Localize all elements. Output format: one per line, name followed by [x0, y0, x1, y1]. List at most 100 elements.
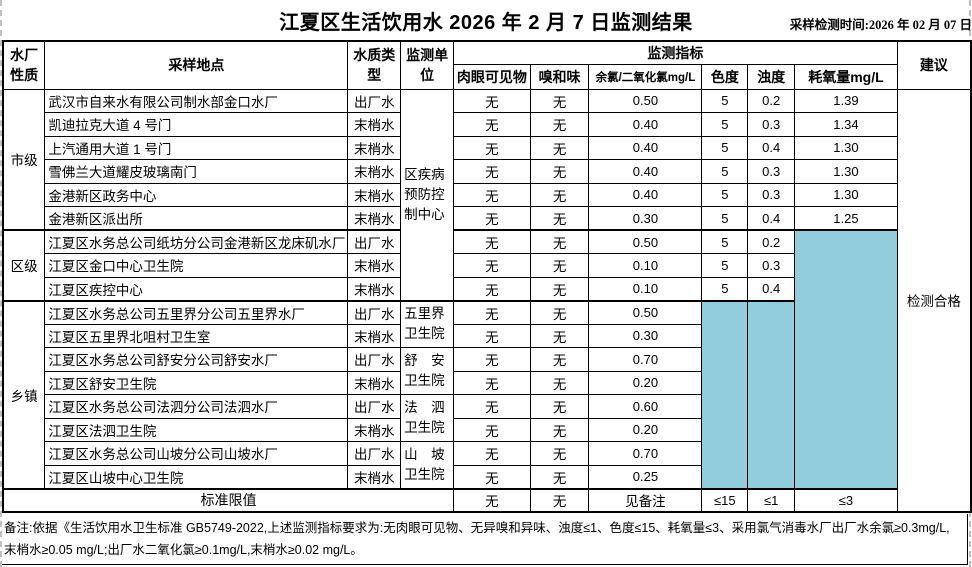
footnote: 备注:依据《生活饮用水卫生标准 GB5749-2022,上述监测指标要求为:无肉… — [2, 514, 968, 565]
cell-odor: 无 — [529, 323, 590, 348]
table-row: 江夏区五里界北咀村卫生室 末梢水 无 无 0.30 — [3, 323, 971, 348]
cell-water-type: 末梢水 — [347, 417, 402, 442]
cell-site: 金港新区政务中心 — [44, 182, 349, 207]
monitoring-results-table: 水厂性质 采样地点 水质类型 监测单位 监测指标 建议 肉眼可见物 嗅和味 余氯… — [2, 40, 972, 513]
cell-odor: 无 — [529, 299, 590, 325]
cell-odor: 无 — [529, 88, 590, 113]
cell-visible: 无 — [453, 182, 531, 207]
cell-suggestion: 检测合格 — [896, 88, 972, 513]
col-header-plant-type: 水厂性质 — [2, 40, 46, 90]
cell-turbidity-highlighted — [747, 299, 796, 489]
group-label-township: 乡镇 — [2, 299, 46, 489]
cell-chlorine: 0.40 — [588, 182, 703, 207]
cell-odor: 无 — [529, 347, 590, 372]
cell-chlorine: 0.50 — [588, 88, 703, 113]
cell-cod-highlighted — [794, 229, 898, 489]
cell-turbidity: 0.4 — [747, 135, 796, 160]
cell-water-type: 末梢水 — [347, 370, 402, 395]
cell-odor: 无 — [529, 394, 590, 419]
cell-odor: 无 — [529, 417, 590, 442]
cell-chlorine: 0.30 — [588, 323, 703, 348]
table-row: 雪佛兰大道耀皮玻璃南门 末梢水 无 无 0.40 5 0.3 1.30 — [3, 159, 971, 184]
cell-odor: 无 — [529, 464, 590, 489]
cell-turbidity: 0.3 — [747, 182, 796, 207]
cell-site: 江夏区舒安卫生院 — [44, 370, 349, 395]
cell-monitor-unit: 法 泗 卫生院 — [400, 394, 455, 442]
col-header-unit: 监测单位 — [400, 40, 455, 90]
col-header-chlorine: 余氯/二氧化氯mg/L — [588, 63, 703, 90]
cell-visible: 无 — [453, 253, 531, 278]
cell-chlorine: 0.20 — [588, 417, 703, 442]
cell-site: 武汉市自来水有限公司制水部金口水厂 — [44, 88, 349, 113]
cell-site: 江夏区金口中心卫生院 — [44, 253, 349, 278]
cell-turbidity: 0.4 — [747, 276, 796, 301]
table-row: 凯迪拉克大道 4 号门 末梢水 无 无 0.40 5 0.3 1.34 — [3, 112, 971, 137]
cell-limit-chroma: ≤15 — [701, 487, 749, 513]
cell-site: 江夏区法泗卫生院 — [44, 417, 349, 442]
cell-turbidity: 0.4 — [747, 206, 796, 231]
cell-monitor-unit: 五里界 卫生院 — [400, 299, 455, 348]
table-row: 区级 江夏区水务总公司纸坊分公司金港新区龙床矶水厂 出厂水 无 无 0.50 5… — [2, 229, 971, 489]
col-header-turbidity: 浊度 — [747, 63, 796, 90]
cell-chroma: 5 — [701, 135, 749, 160]
table-row: 市级 武汉市自来水有限公司制水部金口水厂 出厂水 区疾病 预防控 制中心 无 无… — [2, 88, 972, 513]
cell-cod: 1.30 — [794, 182, 898, 207]
cell-limit-odor: 无 — [529, 487, 590, 513]
cell-visible: 无 — [453, 464, 531, 489]
col-header-cod: 耗氧量mg/L — [794, 63, 898, 90]
cell-water-type: 末梢水 — [347, 112, 402, 137]
cell-site: 雪佛兰大道耀皮玻璃南门 — [44, 159, 349, 184]
cell-water-type: 出厂水 — [347, 299, 402, 325]
col-header-suggestion: 建议 — [896, 40, 972, 90]
cell-water-type: 出厂水 — [347, 88, 402, 113]
cell-turbidity: 0.3 — [747, 159, 796, 184]
cell-visible: 无 — [453, 88, 531, 113]
cell-water-type: 末梢水 — [347, 159, 402, 184]
cell-limit-turbidity: ≤1 — [747, 487, 796, 513]
cell-visible: 无 — [453, 206, 531, 231]
cell-water-type: 末梢水 — [347, 253, 402, 278]
cell-water-type: 末梢水 — [347, 323, 402, 348]
cell-visible: 无 — [453, 394, 531, 419]
cell-site: 江夏区五里界北咀村卫生室 — [44, 323, 349, 348]
cell-odor: 无 — [529, 229, 590, 254]
cell-turbidity: 0.2 — [747, 229, 796, 254]
cell-site: 江夏区水务总公司法泗分公司法泗水厂 — [44, 394, 349, 419]
cell-chlorine: 0.40 — [588, 112, 703, 137]
cell-water-type: 出厂水 — [347, 347, 402, 372]
cell-water-type: 出厂水 — [347, 441, 402, 466]
cell-chlorine: 0.70 — [588, 441, 703, 466]
cell-site: 上汽通用大道 1 号门 — [44, 135, 349, 160]
cell-chlorine: 0.20 — [588, 370, 703, 395]
cell-chroma-highlighted — [701, 299, 749, 489]
cell-odor: 无 — [529, 159, 590, 184]
cell-odor: 无 — [529, 276, 590, 301]
col-header-site: 采样地点 — [44, 40, 349, 90]
cell-limit-visible: 无 — [453, 487, 531, 513]
cell-water-type: 末梢水 — [347, 135, 402, 160]
group-label-city: 市级 — [2, 88, 46, 231]
cell-cod: 1.30 — [794, 159, 898, 184]
col-header-chroma: 色度 — [701, 63, 749, 90]
cell-visible: 无 — [453, 441, 531, 466]
group-label-district: 区级 — [2, 229, 46, 301]
cell-chlorine: 0.30 — [588, 206, 703, 231]
table-row: 江夏区金口中心卫生院 末梢水 无 无 0.10 5 0.3 — [3, 253, 971, 278]
cell-site: 江夏区疾控中心 — [44, 276, 349, 301]
cell-odor: 无 — [529, 182, 590, 207]
cell-odor: 无 — [529, 253, 590, 278]
cell-chroma: 5 — [701, 206, 749, 231]
sample-time-label: 采样检测时间:2026 年 02 月 07 日 — [789, 18, 972, 32]
cell-chroma: 5 — [701, 112, 749, 137]
col-header-indicators: 监测指标 — [453, 40, 898, 65]
cell-monitor-unit: 舒 安 卫生院 — [400, 347, 455, 395]
cell-odor: 无 — [529, 370, 590, 395]
table-row: 上汽通用大道 1 号门 末梢水 无 无 0.40 5 0.4 1.30 — [3, 135, 971, 160]
cell-chlorine: 0.40 — [588, 159, 703, 184]
cell-monitor-unit: 山 坡 卫生院 — [400, 441, 455, 489]
cell-chlorine: 0.10 — [588, 253, 703, 278]
cell-site: 江夏区山坡中心卫生院 — [44, 464, 349, 489]
cell-turbidity: 0.2 — [747, 88, 796, 113]
page-break-line-left — [0, 0, 2, 567]
table-row: 金港新区政务中心 末梢水 无 无 0.40 5 0.3 1.30 — [3, 182, 971, 207]
